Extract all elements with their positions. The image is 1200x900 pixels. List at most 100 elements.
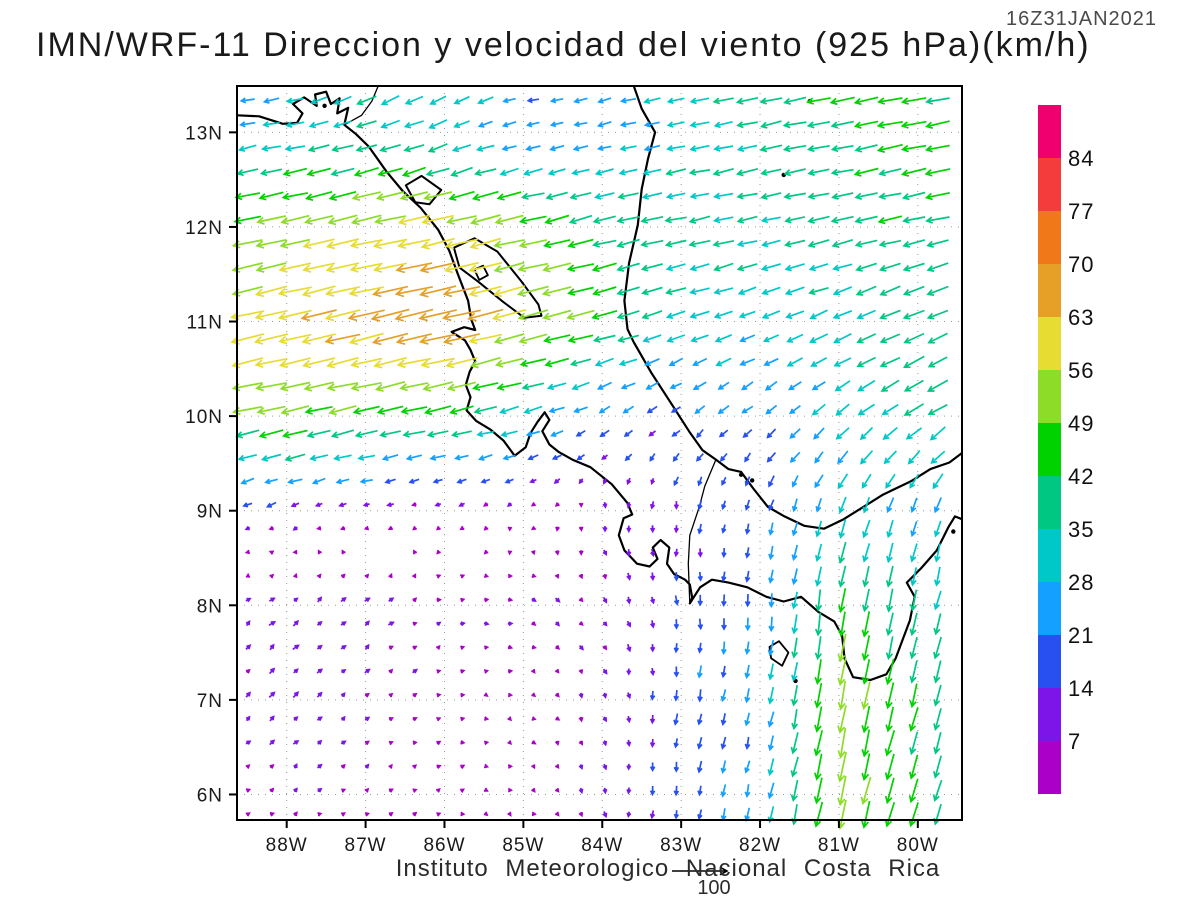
wind-arrow [326, 356, 359, 369]
islet-dot [322, 103, 327, 109]
wind-arrow [279, 381, 311, 392]
wind-arrow [353, 166, 379, 178]
wind-arrow [830, 168, 854, 176]
wind-arrow [436, 574, 442, 579]
wind-arrow [689, 121, 710, 129]
wind-arrow [269, 812, 276, 817]
wind-arrow [649, 738, 656, 748]
wind-arrow [338, 502, 347, 508]
wind-arrow [720, 665, 727, 679]
wind-arrow [926, 285, 949, 296]
wind-arrow [331, 144, 354, 153]
wind-arrow [618, 168, 638, 176]
wind-arrow [278, 357, 311, 369]
wind-arrow [292, 619, 299, 627]
valid-time-label: 16Z31JAN2021 [1006, 8, 1157, 30]
wind-arrow [285, 97, 304, 105]
wind-arrow [350, 381, 382, 392]
wind-arrow [340, 715, 346, 721]
wind-arrow [673, 738, 679, 749]
wind-arrow [349, 239, 383, 249]
wind-arrow [807, 215, 830, 224]
wind-arrow [280, 405, 310, 416]
wind-arrow [256, 215, 286, 225]
wind-arrow [531, 597, 537, 602]
wind-arrow [767, 711, 775, 728]
wind-arrow [301, 285, 336, 298]
wind-arrow [650, 667, 656, 677]
wind-arrow [933, 520, 942, 538]
wind-arrow [327, 214, 358, 226]
wind-arrow [554, 811, 560, 817]
wind-arrow [925, 216, 950, 224]
wind-arrow [602, 645, 608, 651]
wind-arrow [333, 95, 352, 105]
wind-arrow [446, 381, 476, 392]
wind-arrow [744, 547, 751, 559]
wind-arrow [245, 597, 252, 603]
wind-arrow [460, 764, 466, 769]
wind-arrow [522, 167, 543, 177]
wind-arrow [553, 478, 561, 484]
wind-arrow [418, 285, 457, 298]
wind-arrow [278, 262, 312, 273]
wind-arrow [269, 787, 275, 793]
wind-arrow [571, 381, 590, 391]
wind-arrow [472, 382, 499, 391]
wind-arrow [525, 430, 541, 437]
wind-arrow [854, 144, 878, 153]
wind-arrow [791, 568, 798, 586]
wind-arrow [245, 740, 252, 745]
wind-arrow [767, 663, 775, 681]
wind-arrow [602, 740, 608, 747]
wind-arrow [423, 191, 453, 202]
wind-arrow [578, 574, 584, 580]
wind-arrow [853, 96, 879, 106]
wind-arrow [473, 405, 498, 415]
wind-arrow [364, 811, 371, 817]
wind-arrow [412, 525, 417, 531]
wind-arrow [689, 192, 710, 200]
lon-tick-label: 80W [897, 835, 939, 856]
wind-arrow [420, 237, 455, 250]
wind-arrow [507, 621, 514, 627]
wind-arrow [372, 262, 408, 273]
wind-arrow [281, 429, 308, 439]
wind-arrow [278, 333, 312, 345]
wind-arrow [484, 597, 490, 603]
wind-arrow [791, 591, 799, 610]
wind-arrow [697, 548, 703, 558]
wind-arrow [854, 192, 878, 201]
wind-arrow [292, 691, 300, 699]
wind-arrow [340, 740, 347, 746]
wind-arrow [881, 403, 899, 416]
wind-arrow [789, 428, 801, 439]
wind-arrow [689, 97, 710, 105]
wind-arrow [364, 643, 370, 650]
wind-arrow [886, 542, 894, 564]
wind-arrow [649, 525, 656, 534]
wind-arrow [690, 334, 709, 343]
wind-arrow [688, 215, 711, 224]
wind-arrow [500, 430, 518, 438]
wind-arrow [412, 597, 418, 603]
wind-arrow [499, 405, 520, 415]
wind-arrow [744, 452, 752, 463]
wind-arrow [908, 802, 919, 828]
wind-arrow [859, 450, 874, 465]
wind-arrow [265, 501, 277, 508]
wind-arrow [422, 381, 454, 392]
wind-arrow [483, 621, 490, 626]
wind-arrow [673, 666, 680, 678]
wind-arrow [811, 403, 826, 416]
lon-tick-label: 83W [660, 835, 702, 856]
wind-arrow [810, 356, 828, 367]
wind-arrow [673, 572, 680, 582]
wind-arrow [371, 285, 409, 298]
wind-arrow [831, 238, 854, 248]
wind-arrow [436, 692, 442, 698]
wind-arrow [494, 214, 524, 226]
wind-arrow [789, 451, 801, 463]
wind-arrow [279, 238, 311, 249]
wind-arrow [813, 753, 823, 781]
